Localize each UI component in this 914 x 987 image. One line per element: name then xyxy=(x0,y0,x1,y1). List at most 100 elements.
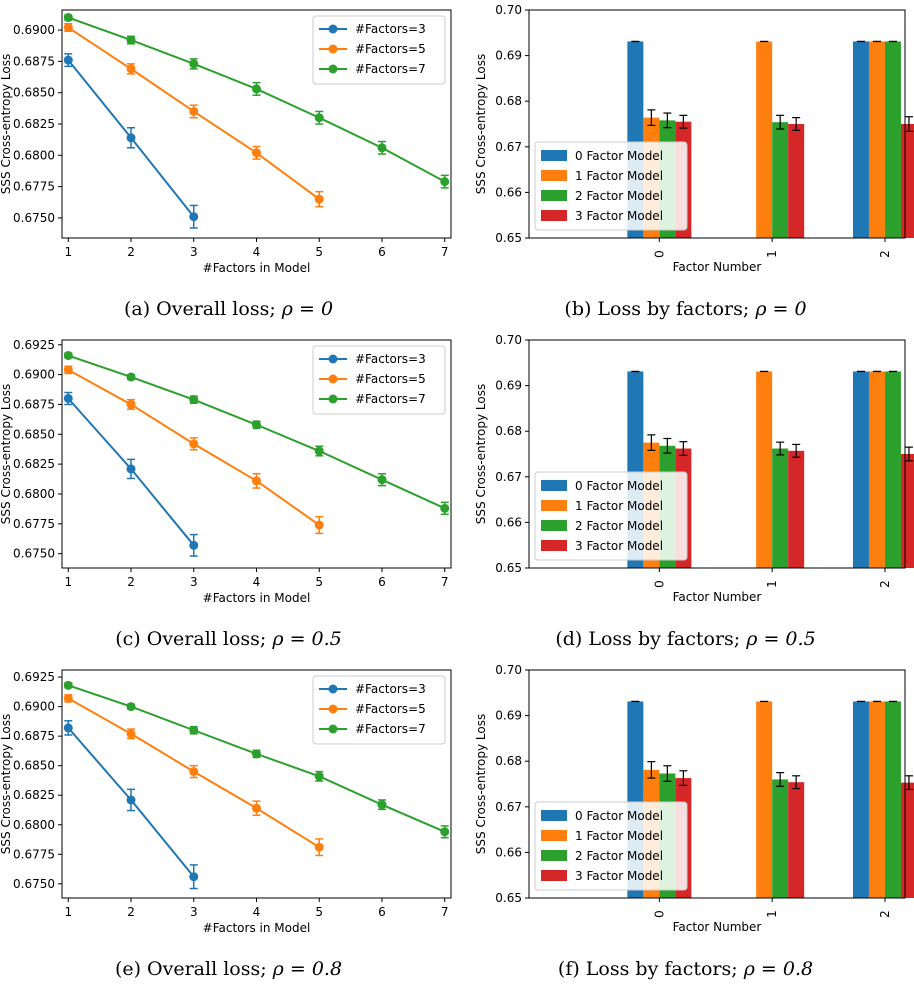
chart-a-ytick-label: 0.6900 xyxy=(13,23,55,37)
chart-a-legend-box xyxy=(312,15,446,85)
chart-f-ylabel: SSS Cross-entropy Loss xyxy=(474,714,488,854)
caption-b: (b) Loss by factors; ρ = 0 xyxy=(457,298,914,320)
chart-f-xlabel: Factor Number xyxy=(673,920,762,934)
chart-f-bar xyxy=(756,701,773,898)
chart-c-svg: 0.6750 0.6775 0.6800 0.6825 0.6850 0.6875 0.69… xyxy=(0,338,452,605)
chart-e-data-point xyxy=(440,827,450,837)
caption-d-label: (d) Loss by factors; xyxy=(555,628,741,650)
chart-a-legend-label: #Factors=5 xyxy=(355,42,426,56)
chart-d-ytick-label: 0.66 xyxy=(495,515,522,529)
chart-c-ytick-label: 0.6850 xyxy=(13,427,55,441)
chart-e-xtick-label: 4 xyxy=(253,905,261,919)
chart-d-xtick-label: 2 xyxy=(878,580,892,588)
chart-d-legend-label: 3 Factor Model xyxy=(575,539,663,553)
caption-d-rho: ρ = 0.5 xyxy=(746,628,816,650)
chart-d-xtick-label: 0 xyxy=(652,580,666,588)
chart-e-data-point xyxy=(189,725,199,735)
caption-f: (f) Loss by factors; ρ = 0.8 xyxy=(457,958,914,980)
chart-a-xtick-label: 3 xyxy=(190,245,198,259)
chart-c-data-point xyxy=(126,464,136,474)
chart-f-ytick-label: 0.65 xyxy=(495,891,522,905)
caption-f-rho: ρ = 0.8 xyxy=(743,958,814,980)
chart-e-ytick-label: 0.6775 xyxy=(13,847,55,861)
caption-b-label: (b) Loss by factors; xyxy=(564,298,750,320)
chart-e-data-point xyxy=(126,729,136,739)
chart-c-data-point xyxy=(440,503,450,513)
chart-f-ytick-label: 0.67 xyxy=(495,800,522,814)
chart-d-bar xyxy=(900,454,914,568)
chart-e-ytick-label: 0.6800 xyxy=(13,818,55,832)
chart-c-ylabel: SSS Cross-entropy Loss xyxy=(0,384,13,524)
chart-f-legend-swatch xyxy=(541,870,567,881)
chart-a-ytick-label: 0.6825 xyxy=(13,117,55,131)
chart-f-xtick-label: 2 xyxy=(878,910,892,918)
chart-a-ylabel: SSS Cross-entropy Loss xyxy=(0,54,13,194)
chart-e-ytick-label: 0.6900 xyxy=(13,700,55,714)
chart-b-legend-swatch xyxy=(541,170,567,181)
chart-d-plot-frame xyxy=(528,339,906,569)
chart-b-xlabel: Factor Number xyxy=(673,260,762,274)
chart-e-svg: 0.6750 0.6775 0.6800 0.6825 0.6850 0.6875 0.69… xyxy=(0,669,452,935)
chart-d-legend-swatch xyxy=(541,540,567,551)
chart-a-data-point xyxy=(126,133,136,143)
chart-c-ytick-label: 0.6750 xyxy=(13,547,55,561)
caption-e-rho: ρ = 0.8 xyxy=(272,958,343,980)
chart-c-data-point xyxy=(314,520,324,530)
chart-c-ytick-label: 0.6825 xyxy=(13,457,55,471)
chart-d-legend-swatch xyxy=(541,480,567,491)
chart-a-xtick-label: 2 xyxy=(127,245,135,259)
chart-f-bar xyxy=(884,701,901,898)
chart-e-ytick-label: 0.6850 xyxy=(13,759,55,773)
chart-d-bar xyxy=(788,450,805,568)
chart-c-legend-box xyxy=(312,345,446,415)
chart-b-bar xyxy=(884,41,901,238)
chart-c-data-point xyxy=(126,399,136,409)
chart-d-legend-label: 1 Factor Model xyxy=(575,499,663,513)
chart-b-legend-swatch xyxy=(541,210,567,221)
chart-a-legend-label: #Factors=7 xyxy=(355,62,426,76)
chart-e-data-point xyxy=(252,749,261,759)
chart-c-plot-frame xyxy=(61,339,452,569)
chart-f-bar xyxy=(772,779,789,898)
chart-b-xtick-label: 2 xyxy=(878,250,892,258)
chart-e-xtick-label: 3 xyxy=(190,905,198,919)
chart-b-legend-label: 3 Factor Model xyxy=(575,209,663,223)
chart-d-ylabel: SSS Cross-entropy Loss xyxy=(474,384,488,524)
chart-e-data-point xyxy=(314,842,324,852)
chart-b-ytick-label: 0.68 xyxy=(495,94,522,108)
chart-e-ytick-label: 0.6875 xyxy=(13,729,55,743)
caption-e-label: (e) Overall loss; xyxy=(114,958,267,980)
chart-b-bar xyxy=(852,41,869,238)
chart-c-legend-label: #Factors=3 xyxy=(355,352,426,366)
chart-b-plot-frame xyxy=(528,9,906,239)
chart-a-data-point xyxy=(63,23,73,33)
chart-b-ylabel: SSS Cross-entropy Loss xyxy=(474,54,488,194)
chart-f-legend-swatch xyxy=(541,830,567,841)
chart-a-legend-marker xyxy=(328,64,338,74)
chart-d-ytick-label: 0.68 xyxy=(495,424,522,438)
chart-f-legend-label: 3 Factor Model xyxy=(575,869,663,883)
chart-a-data-point xyxy=(189,59,199,69)
chart-b-bar xyxy=(756,41,773,238)
chart-a-ytick-label: 0.6875 xyxy=(13,54,55,68)
chart-e-data-point xyxy=(126,795,136,805)
chart-a-data-point xyxy=(189,106,199,116)
chart-e-legend-marker xyxy=(328,684,338,694)
chart-f-ytick-label: 0.68 xyxy=(495,754,522,768)
chart-e-data-point xyxy=(189,767,199,777)
chart-b: 0.65 0.66 0.67 0.68 0.69 0.70 SSS Cross-entrop… xyxy=(457,0,914,285)
chart-a-ytick-label: 0.6750 xyxy=(13,211,55,225)
caption-a-label: (a) Overall loss; xyxy=(123,298,276,320)
chart-b-ytick-label: 0.67 xyxy=(495,140,522,154)
chart-e-xtick-label: 5 xyxy=(315,905,323,919)
chart-f-xtick-label: 1 xyxy=(765,910,779,918)
chart-c-xtick-label: 6 xyxy=(378,575,386,589)
chart-e-legend-box xyxy=(312,675,446,745)
chart-d-legend-label: 2 Factor Model xyxy=(575,519,663,533)
chart-e-ytick-label: 0.6925 xyxy=(13,670,55,684)
chart-a-ytick-label: 0.6850 xyxy=(13,86,55,100)
chart-f-legend-label: 0 Factor Model xyxy=(575,809,663,823)
caption-f-label: (f) Loss by factors; xyxy=(557,958,738,980)
chart-f-plot-frame xyxy=(528,669,906,899)
chart-a-data-point xyxy=(314,194,324,204)
